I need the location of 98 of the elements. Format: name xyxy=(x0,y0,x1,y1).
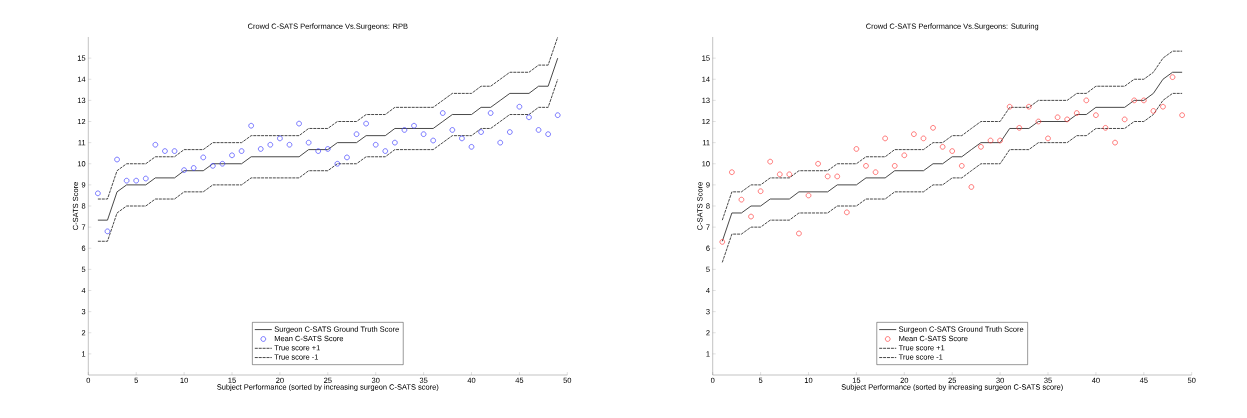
point xyxy=(526,114,532,121)
point xyxy=(190,165,197,171)
point xyxy=(257,146,264,152)
point xyxy=(143,175,149,182)
point xyxy=(863,163,869,169)
point xyxy=(853,146,860,152)
point xyxy=(440,110,446,116)
point xyxy=(162,148,168,154)
point xyxy=(411,122,417,129)
point xyxy=(872,169,879,175)
point xyxy=(1160,103,1166,110)
point xyxy=(738,196,745,203)
point xyxy=(95,190,101,197)
point xyxy=(459,135,465,142)
point xyxy=(882,135,888,142)
point xyxy=(305,139,312,146)
point xyxy=(487,110,494,116)
point xyxy=(959,163,965,169)
point xyxy=(372,141,379,148)
point xyxy=(767,158,773,165)
point xyxy=(171,148,178,154)
point xyxy=(210,163,216,169)
point xyxy=(516,103,523,110)
point xyxy=(911,131,917,137)
point xyxy=(325,146,331,152)
point xyxy=(748,213,754,220)
point xyxy=(1141,97,1147,104)
point xyxy=(478,129,484,135)
point xyxy=(891,163,898,169)
point xyxy=(786,171,793,178)
point xyxy=(901,152,908,159)
point xyxy=(978,144,984,150)
point xyxy=(248,122,254,129)
point xyxy=(719,239,726,245)
point xyxy=(1074,110,1080,116)
point xyxy=(238,148,245,154)
point xyxy=(114,156,120,163)
point xyxy=(123,177,130,184)
point xyxy=(757,188,764,194)
point xyxy=(315,148,321,154)
point xyxy=(1169,74,1176,80)
point xyxy=(1112,139,1118,146)
point xyxy=(777,171,783,178)
point xyxy=(430,137,436,144)
point xyxy=(554,112,561,118)
point xyxy=(353,131,360,137)
point xyxy=(200,154,207,161)
point xyxy=(1093,112,1099,118)
point xyxy=(363,120,369,127)
point xyxy=(344,154,350,161)
point xyxy=(1102,125,1109,131)
point xyxy=(939,144,946,150)
point xyxy=(1054,114,1061,121)
point xyxy=(181,167,187,173)
point xyxy=(1064,116,1070,123)
point xyxy=(1006,103,1013,110)
point xyxy=(382,148,389,154)
point xyxy=(152,141,159,148)
point xyxy=(1083,97,1090,104)
point xyxy=(219,161,226,167)
point xyxy=(133,177,139,184)
point xyxy=(468,144,475,150)
point xyxy=(987,137,994,144)
point xyxy=(844,209,850,216)
point xyxy=(334,161,341,167)
point xyxy=(535,127,542,133)
point xyxy=(296,120,302,127)
point xyxy=(104,228,111,235)
point xyxy=(277,135,283,142)
point xyxy=(286,141,293,148)
point xyxy=(930,125,936,131)
point xyxy=(1150,108,1157,114)
point xyxy=(949,148,955,154)
point xyxy=(401,127,408,133)
point xyxy=(1121,116,1128,123)
point xyxy=(824,173,831,180)
point xyxy=(968,184,975,190)
point xyxy=(507,129,513,135)
point xyxy=(796,230,802,237)
point xyxy=(920,135,927,142)
point xyxy=(229,152,235,159)
point xyxy=(392,139,398,146)
point xyxy=(420,131,427,137)
point xyxy=(267,141,274,148)
point xyxy=(1045,135,1051,142)
point xyxy=(449,127,456,133)
point xyxy=(997,137,1003,144)
point xyxy=(815,161,821,167)
point xyxy=(805,192,812,199)
point xyxy=(1035,118,1042,125)
point xyxy=(497,139,503,146)
point xyxy=(729,169,735,175)
point xyxy=(1131,97,1137,104)
point xyxy=(834,173,840,180)
point xyxy=(545,131,551,137)
point xyxy=(1016,125,1023,131)
point xyxy=(1179,112,1185,118)
point xyxy=(1026,103,1032,110)
